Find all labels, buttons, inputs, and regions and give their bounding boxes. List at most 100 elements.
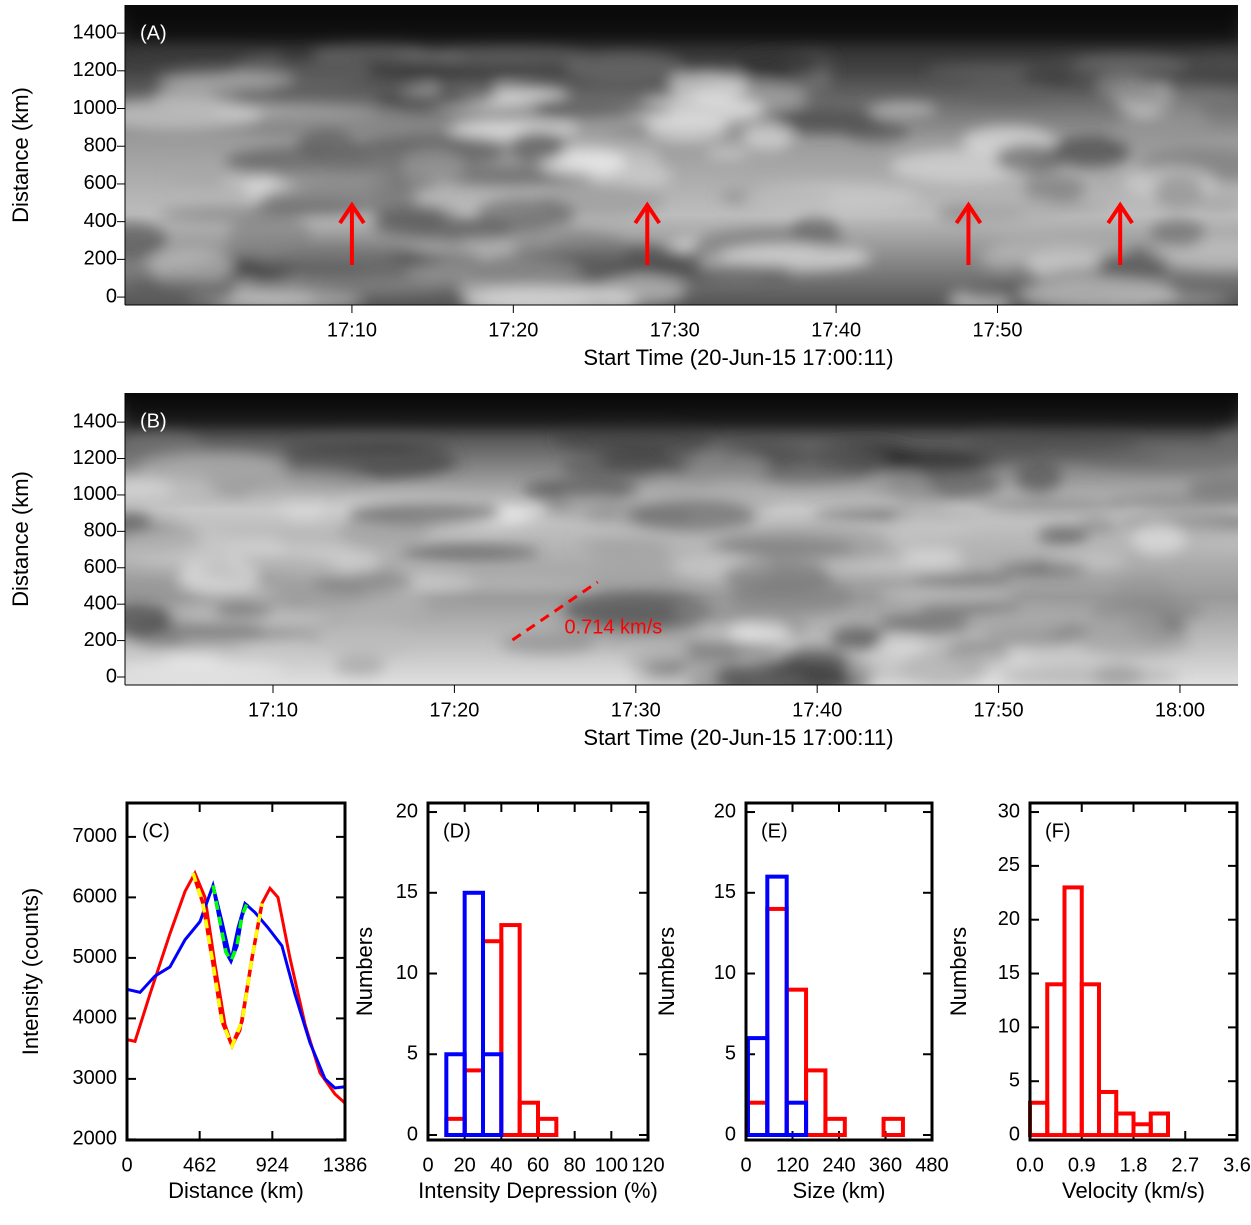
y-tick-label: 200	[84, 629, 117, 651]
x-tick-label: 17:40	[792, 699, 842, 721]
image-blob	[334, 655, 386, 676]
image-top-shade	[125, 5, 1238, 41]
x-tick-label: 2.7	[1171, 1154, 1199, 1176]
panel-label: (F)	[1045, 820, 1071, 842]
x-tick-label: 40	[490, 1154, 512, 1176]
image-blob	[1108, 493, 1238, 510]
image-blob	[146, 248, 235, 283]
image-blob	[437, 577, 599, 590]
image-blob	[818, 562, 972, 573]
image-blob	[877, 613, 973, 633]
image-blob	[706, 538, 856, 557]
y-tick-label: 5000	[73, 946, 118, 968]
histogram-bar	[444, 1116, 467, 1137]
image-blob	[1023, 176, 1086, 204]
image-blob	[878, 587, 1018, 605]
x-tick-label: 924	[256, 1154, 289, 1176]
image-blob	[522, 478, 640, 501]
image-blob	[398, 545, 541, 560]
image-blob	[1096, 249, 1171, 282]
image-blob	[667, 69, 749, 100]
x-tick-label: 120	[776, 1154, 809, 1176]
image-blob	[178, 558, 260, 596]
y-axis-label: Numbers	[352, 927, 377, 1016]
histogram-bar	[517, 1100, 541, 1137]
image-blob	[125, 662, 285, 679]
y-tick-label: 5	[725, 1043, 736, 1065]
image-blob	[1018, 277, 1179, 305]
image-blob	[277, 48, 318, 63]
y-axis-label: Numbers	[654, 927, 679, 1016]
image-blob	[1037, 526, 1090, 545]
x-tick-label: 17:10	[248, 699, 298, 721]
y-tick-label: 1400	[73, 21, 118, 43]
image-blob	[125, 428, 202, 462]
image-blob	[560, 454, 662, 479]
fit-line	[511, 580, 599, 642]
image-blob	[742, 183, 921, 214]
x-tick-label: 0	[740, 1154, 751, 1176]
image-blob	[155, 70, 295, 90]
y-tick-label: 10	[998, 1016, 1020, 1038]
image-blob	[125, 530, 253, 567]
x-axis-label: Velocity (km/s)	[1062, 1178, 1205, 1203]
x-tick-label: 17:20	[429, 699, 479, 721]
y-tick-label: 1400	[73, 410, 118, 432]
x-tick-label: 17:50	[974, 699, 1024, 721]
x-tick-label: 360	[869, 1154, 902, 1176]
y-tick-label: 20	[396, 800, 418, 822]
y-tick-label: 20	[998, 908, 1020, 930]
histogram-bar	[823, 1116, 847, 1137]
y-tick-label: 3000	[73, 1067, 118, 1089]
image-blob	[1186, 475, 1238, 500]
image-blob	[1000, 665, 1181, 685]
image-blob	[400, 150, 465, 184]
image-blob	[620, 94, 765, 127]
fit-curve	[191, 872, 264, 1051]
image-blob	[125, 581, 193, 596]
image-blob	[561, 100, 674, 118]
x-tick-label: 0	[422, 1154, 433, 1176]
image-blob	[396, 49, 466, 63]
x-tick-label: 17:30	[611, 699, 661, 721]
image-blob	[253, 198, 363, 218]
y-tick-label: 15	[396, 881, 418, 903]
panel-label: (B)	[140, 410, 167, 432]
histogram-bar	[462, 890, 485, 1137]
image-blob	[615, 639, 690, 664]
y-tick-label: 15	[714, 881, 736, 903]
x-tick-label: 1.8	[1120, 1154, 1148, 1176]
fit-label: 0.714 km/s	[564, 616, 662, 638]
image-blob	[430, 45, 590, 69]
x-tick-label: 17:10	[327, 319, 377, 341]
plot-area	[127, 869, 345, 1105]
y-tick-label: 1200	[73, 59, 118, 81]
image-blob	[991, 236, 1129, 260]
image-blob	[500, 632, 598, 654]
image-blob	[900, 546, 963, 566]
histogram-bar	[481, 939, 504, 1137]
image-blobs	[125, 422, 1238, 685]
image-blob	[1195, 192, 1238, 213]
image-blob	[645, 114, 728, 143]
image-blob	[283, 274, 446, 295]
histogram-bar	[1045, 982, 1067, 1138]
histogram-bar	[1028, 1100, 1050, 1138]
histogram-bar	[784, 987, 809, 1137]
image-blob	[1160, 106, 1209, 144]
image-texture	[125, 5, 1238, 305]
line	[127, 880, 345, 1090]
y-tick-label: 1000	[73, 483, 118, 505]
image-blob	[1025, 448, 1166, 461]
y-tick-label: 30	[998, 800, 1020, 822]
image-blob	[911, 573, 1013, 589]
image-blob	[1021, 66, 1077, 86]
histogram-bar	[499, 923, 522, 1137]
image-blob	[877, 638, 927, 657]
panel-label: (A)	[140, 22, 167, 44]
x-axis-label: Start Time (20-Jun-15 17:00:11)	[583, 345, 893, 370]
histogram-bar	[784, 1100, 809, 1137]
image-blob	[1173, 58, 1238, 71]
y-tick-label: 200	[84, 248, 117, 270]
